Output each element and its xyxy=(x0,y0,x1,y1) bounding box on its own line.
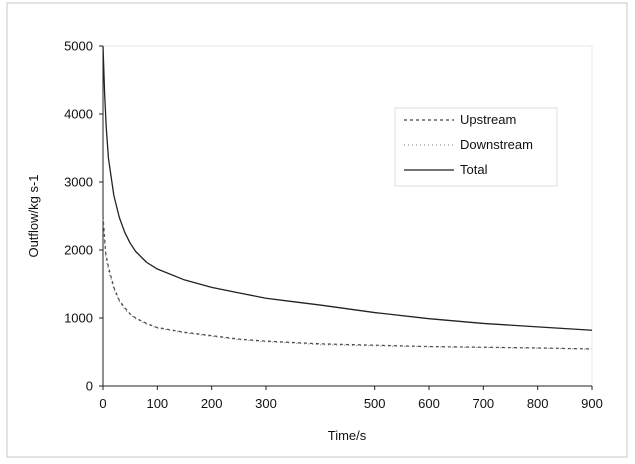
legend-label-total: Total xyxy=(460,162,488,177)
y-tick-label: 0 xyxy=(86,379,93,394)
x-tick-label: 600 xyxy=(418,396,440,411)
series-line-total xyxy=(102,45,593,331)
y-tick-label: 4000 xyxy=(64,107,93,122)
legend-box xyxy=(394,107,558,187)
series-layer xyxy=(102,45,593,350)
y-axis-ticks: 0 1000 2000 3000 4000 5000 xyxy=(64,39,103,394)
x-axis-title: Time/s xyxy=(328,428,367,443)
x-tick-label: 800 xyxy=(527,396,549,411)
x-tick-label: 100 xyxy=(146,396,168,411)
legend: Upstream Downstream Total xyxy=(394,107,558,187)
y-tick-label: 5000 xyxy=(64,39,93,54)
y-tick-label: 3000 xyxy=(64,175,93,190)
x-tick-label: 200 xyxy=(201,396,223,411)
x-tick-label: 0 xyxy=(99,396,106,411)
y-axis-title: Outflow/kg s-1 xyxy=(26,174,41,257)
y-tick-label: 1000 xyxy=(64,311,93,326)
x-tick-label: 900 xyxy=(581,396,603,411)
x-tick-label: 500 xyxy=(364,396,386,411)
series-line-upstream xyxy=(102,215,593,350)
legend-label-downstream: Downstream xyxy=(460,137,533,152)
x-axis-ticks: 0 100 200 300 500 600 700 800 900 xyxy=(99,386,603,411)
x-tick-label: 300 xyxy=(255,396,277,411)
plot-area: 0 1000 2000 3000 4000 5000 0 100 200 300 500 600 70… xyxy=(64,39,603,412)
x-tick-label: 700 xyxy=(472,396,494,411)
legend-label-upstream: Upstream xyxy=(460,112,516,127)
y-tick-label: 2000 xyxy=(64,243,93,258)
chart-border xyxy=(6,2,628,458)
